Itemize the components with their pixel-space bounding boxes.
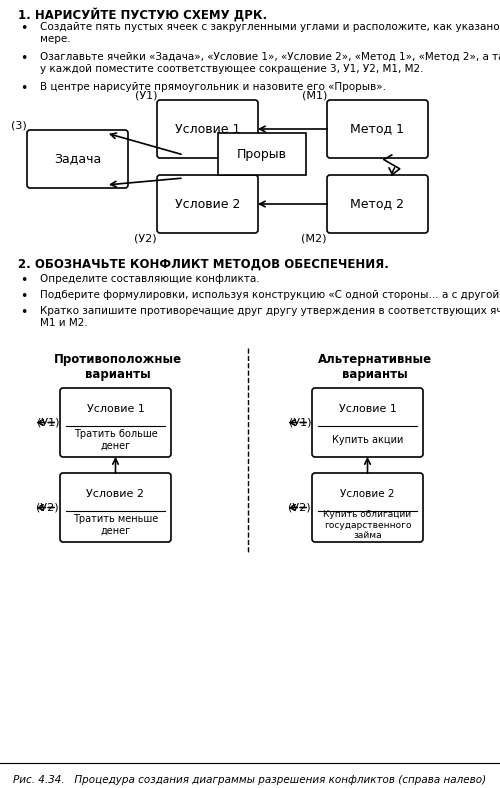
FancyBboxPatch shape (60, 388, 171, 457)
Text: Тратить больше
денег: Тратить больше денег (74, 429, 158, 451)
Text: Условие 1: Условие 1 (175, 122, 240, 136)
Text: •: • (20, 274, 28, 287)
Text: •: • (20, 306, 28, 319)
Text: Тратить меньше
денег: Тратить меньше денег (73, 515, 158, 536)
Text: (У2): (У2) (36, 503, 59, 512)
FancyBboxPatch shape (157, 175, 258, 233)
Text: (3): (3) (11, 120, 27, 130)
Text: Подберите формулировки, используя конструкцию «С одной стороны… а с другой…».: Подберите формулировки, используя констр… (40, 290, 500, 300)
Text: Кратко запишите противоречащие друг другу утверждения в соответствующих ячейках
: Кратко запишите противоречащие друг друг… (40, 306, 500, 328)
Text: 1. НАРИСУЙТЕ ПУСТУЮ СХЕМУ ДРК.: 1. НАРИСУЙТЕ ПУСТУЮ СХЕМУ ДРК. (18, 8, 267, 22)
Text: (М2): (М2) (302, 233, 327, 243)
Text: •: • (20, 290, 28, 303)
Text: Метод 2: Метод 2 (350, 198, 405, 210)
Text: (М1): (М1) (302, 90, 327, 100)
Text: Купить акции: Купить акции (332, 435, 403, 445)
Text: Создайте пять пустых ячеек с закругленными углами и расположите, как указано в п: Создайте пять пустых ячеек с закругленны… (40, 22, 500, 43)
FancyBboxPatch shape (27, 130, 128, 188)
FancyBboxPatch shape (312, 388, 423, 457)
Text: (У1): (У1) (36, 418, 59, 428)
Text: Задача: Задача (54, 153, 101, 165)
FancyBboxPatch shape (157, 100, 258, 158)
Text: (У1): (У1) (134, 90, 157, 100)
Text: В центре нарисуйте прямоугольник и назовите его «Прорыв».: В центре нарисуйте прямоугольник и назов… (40, 82, 386, 92)
FancyBboxPatch shape (60, 473, 171, 542)
Text: 2. ОБОЗНАЧЬТЕ КОНФЛИКТ МЕТОДОВ ОБЕСПЕЧЕНИЯ.: 2. ОБОЗНАЧЬТЕ КОНФЛИКТ МЕТОДОВ ОБЕСПЕЧЕН… (18, 258, 389, 271)
Text: Условие 2: Условие 2 (175, 198, 240, 210)
Text: Прорыв: Прорыв (237, 147, 287, 161)
Text: (У2): (У2) (134, 233, 157, 243)
Text: (У2): (У2) (288, 503, 311, 512)
Text: Условие 1: Условие 1 (86, 403, 144, 414)
Text: Условие 1: Условие 1 (338, 403, 396, 414)
Text: •: • (20, 52, 28, 65)
Text: Рис. 4.34.   Процедура создания диаграммы разрешения конфликтов (справа налево): Рис. 4.34. Процедура создания диаграммы … (14, 775, 486, 785)
FancyBboxPatch shape (312, 473, 423, 542)
FancyBboxPatch shape (327, 100, 428, 158)
FancyBboxPatch shape (327, 175, 428, 233)
Text: Противоположные
варианты: Противоположные варианты (54, 353, 182, 381)
Text: Альтернативные
варианты: Альтернативные варианты (318, 353, 432, 381)
Bar (218, 133, 306, 175)
Text: Определите составляющие конфликта.: Определите составляющие конфликта. (40, 274, 260, 284)
Text: (У1): (У1) (288, 418, 311, 428)
Text: Метод 1: Метод 1 (350, 122, 405, 136)
Text: Условие 2: Условие 2 (340, 489, 395, 499)
Text: Озаглавьте ячейки «Задача», «Условие 1», «Условие 2», «Метод 1», «Метод 2», а та: Озаглавьте ячейки «Задача», «Условие 1»,… (40, 52, 500, 73)
Text: Купить облигации
государственного
займа: Купить облигации государственного займа (324, 511, 412, 540)
Text: Условие 2: Условие 2 (86, 489, 144, 499)
Text: •: • (20, 82, 28, 95)
Text: •: • (20, 22, 28, 35)
